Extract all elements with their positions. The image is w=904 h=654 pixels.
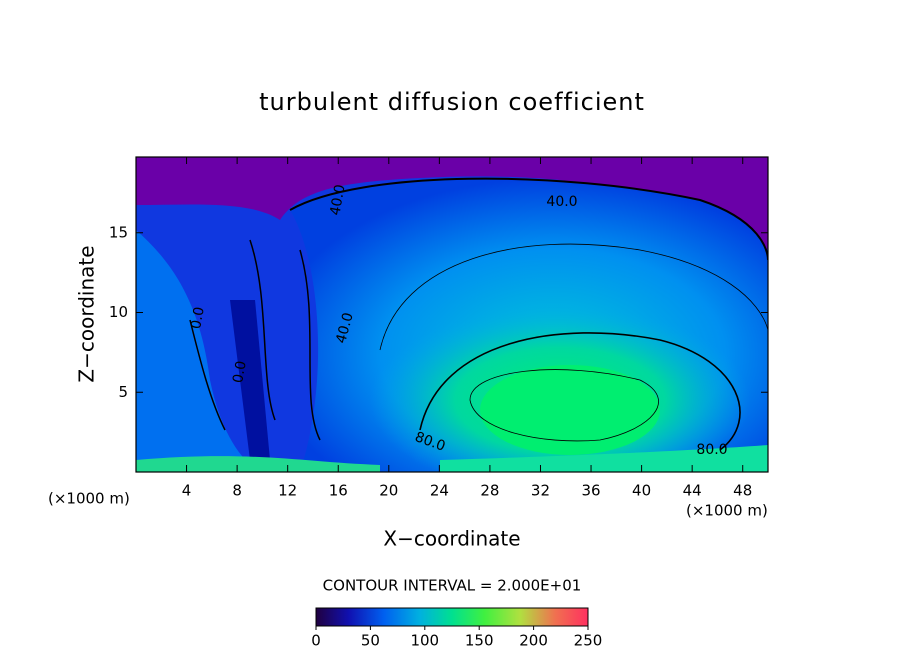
plot-frame — [135, 156, 769, 473]
x-tick-label: 36 — [581, 482, 600, 500]
x-tick-label: 4 — [182, 482, 192, 500]
chart-title: turbulent diffusion coefficient — [259, 88, 645, 116]
contour-label: 0.0 — [230, 360, 250, 385]
x-tick-label: 16 — [329, 482, 348, 500]
y-unit: (×1000 m) — [48, 490, 130, 508]
contour-label: 40.0 — [333, 311, 357, 345]
y-tick-label: 10 — [109, 303, 128, 321]
contour-label: 40.0 — [546, 194, 577, 210]
colorbar-tick-label: 50 — [361, 632, 380, 650]
colorbar-tick-label: 100 — [410, 632, 439, 650]
x-tick-label: 44 — [683, 482, 702, 500]
x-axis-label: X−coordinate — [383, 527, 520, 551]
contour-interval: CONTOUR INTERVAL = 2.000E+01 — [323, 577, 582, 595]
x-tick-label: 20 — [379, 482, 398, 500]
contour-label: 40.0 — [327, 183, 348, 216]
y-axis-label: Z−coordinate — [75, 245, 99, 382]
colorbar-tick-label: 0 — [311, 632, 321, 650]
contour-field — [136, 157, 768, 472]
x-tick-label: 32 — [531, 482, 550, 500]
colorbar-tick-label: 200 — [519, 632, 548, 650]
colorbar — [315, 607, 589, 627]
x-unit: (×1000 m) — [686, 502, 768, 520]
contour-label: 80.0 — [696, 442, 727, 458]
colorbar-tick-label: 150 — [465, 632, 494, 650]
y-tick-label: 5 — [118, 383, 128, 401]
contour-label: 0.0 — [188, 306, 208, 331]
x-tick-label: 8 — [232, 482, 242, 500]
colorbar-tick-label: 250 — [574, 632, 603, 650]
y-tick-label: 15 — [109, 223, 128, 241]
x-tick-label: 40 — [632, 482, 651, 500]
x-tick-label: 48 — [733, 482, 752, 500]
x-tick-label: 12 — [278, 482, 297, 500]
x-tick-label: 24 — [430, 482, 449, 500]
x-tick-label: 28 — [480, 482, 499, 500]
